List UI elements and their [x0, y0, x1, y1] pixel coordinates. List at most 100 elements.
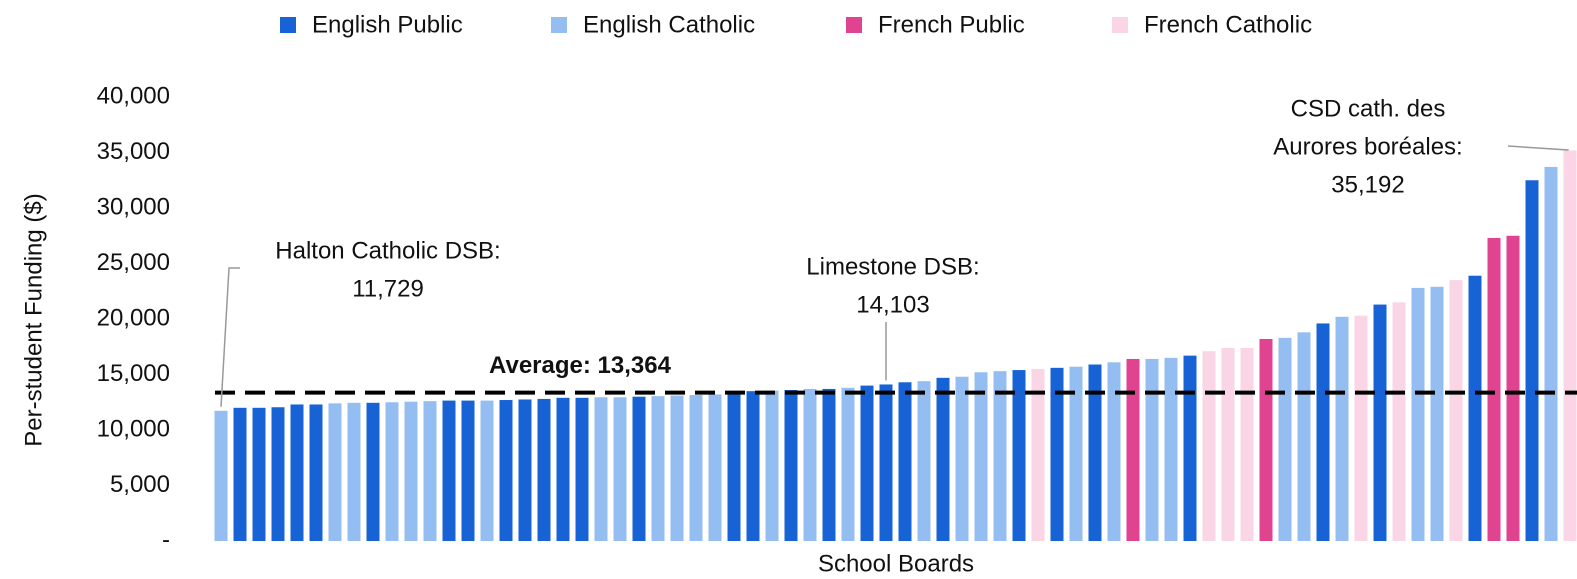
y-axis-label: Per-student Funding ($)	[20, 193, 47, 446]
bar	[347, 402, 361, 541]
bar	[556, 397, 570, 541]
bar	[784, 390, 798, 541]
bar	[1050, 367, 1064, 541]
bar	[955, 376, 969, 541]
bar	[1088, 364, 1102, 541]
bar	[404, 401, 418, 541]
bar	[1297, 332, 1311, 541]
bar	[594, 397, 608, 541]
bar	[1316, 323, 1330, 541]
bar	[385, 402, 399, 541]
bar	[499, 400, 513, 541]
bar	[1107, 362, 1121, 541]
bar	[1506, 235, 1520, 541]
bar	[1525, 180, 1539, 541]
average-label: Average: 13,364	[489, 352, 672, 379]
y-tick-label: 10,000	[97, 415, 170, 442]
bar	[1563, 150, 1577, 541]
annotation-text: Halton Catholic DSB:	[275, 237, 500, 264]
bar	[1487, 237, 1501, 541]
bar	[765, 390, 779, 541]
bar	[613, 397, 627, 541]
legend-label: French Public	[878, 11, 1025, 38]
y-tick-label: 30,000	[97, 193, 170, 220]
bar	[1221, 347, 1235, 541]
bar	[1069, 366, 1083, 541]
bar	[1392, 302, 1406, 541]
bar	[575, 397, 589, 541]
y-tick-label: 15,000	[97, 360, 170, 387]
bar	[1430, 286, 1444, 541]
y-tick-label: 25,000	[97, 249, 170, 276]
bar	[841, 387, 855, 541]
bar	[936, 377, 950, 541]
bar	[480, 400, 494, 541]
annotation-text: CSD cath. des	[1291, 95, 1446, 122]
bar	[1031, 368, 1045, 541]
annotation-value: 14,103	[856, 291, 929, 318]
bar	[993, 371, 1007, 541]
legend-label: French Catholic	[1144, 11, 1312, 38]
bar	[1335, 316, 1349, 541]
bar	[328, 403, 342, 541]
bar	[1202, 351, 1216, 541]
bar	[233, 407, 247, 541]
legend-label: English Catholic	[583, 11, 755, 38]
bar	[632, 396, 646, 541]
bar	[670, 395, 684, 541]
bar	[423, 401, 437, 541]
y-tick-label: 40,000	[97, 82, 170, 109]
annotation-leader	[1507, 145, 1569, 151]
y-tick-label: -	[162, 526, 170, 553]
bar	[442, 400, 456, 541]
bar	[860, 385, 874, 541]
annotation-leader	[220, 267, 240, 407]
legend-swatch	[280, 17, 296, 33]
legend-label: English Public	[312, 11, 463, 38]
bar	[1278, 337, 1292, 541]
bar	[1259, 338, 1273, 541]
bar	[1183, 355, 1197, 541]
bar	[1126, 358, 1140, 541]
legend-swatch	[846, 17, 862, 33]
bar	[974, 372, 988, 541]
bar	[1145, 358, 1159, 541]
bar	[1354, 315, 1368, 541]
annotation-value: 35,192	[1331, 171, 1404, 198]
bar	[879, 384, 893, 541]
bar	[1411, 287, 1425, 541]
bar	[917, 381, 931, 541]
legend-swatch	[551, 17, 567, 33]
y-tick-label: 5,000	[110, 471, 170, 498]
bar	[746, 391, 760, 541]
bar	[822, 388, 836, 541]
bar	[366, 402, 380, 541]
bar	[309, 404, 323, 541]
bar	[651, 396, 665, 541]
bar	[252, 407, 266, 541]
bar	[518, 399, 532, 541]
bar	[537, 398, 551, 541]
bar	[1012, 370, 1026, 541]
bar	[689, 395, 703, 541]
bar	[271, 407, 285, 541]
bar	[1164, 357, 1178, 541]
bar	[1240, 347, 1254, 541]
annotation-text: Limestone DSB:	[806, 253, 979, 280]
y-tick-label: 35,000	[97, 138, 170, 165]
x-axis-label: School Boards	[818, 550, 974, 577]
bar	[214, 410, 228, 541]
bar	[727, 392, 741, 541]
bar	[1373, 304, 1387, 541]
bar	[1468, 275, 1482, 541]
bar	[1449, 280, 1463, 541]
y-tick-label: 20,000	[97, 304, 170, 331]
bar	[1544, 166, 1558, 541]
bar	[803, 388, 817, 541]
annotation-value: 11,729	[352, 275, 424, 302]
bar	[290, 404, 304, 541]
bar	[708, 394, 722, 541]
legend-swatch	[1112, 17, 1128, 33]
bar	[898, 382, 912, 541]
